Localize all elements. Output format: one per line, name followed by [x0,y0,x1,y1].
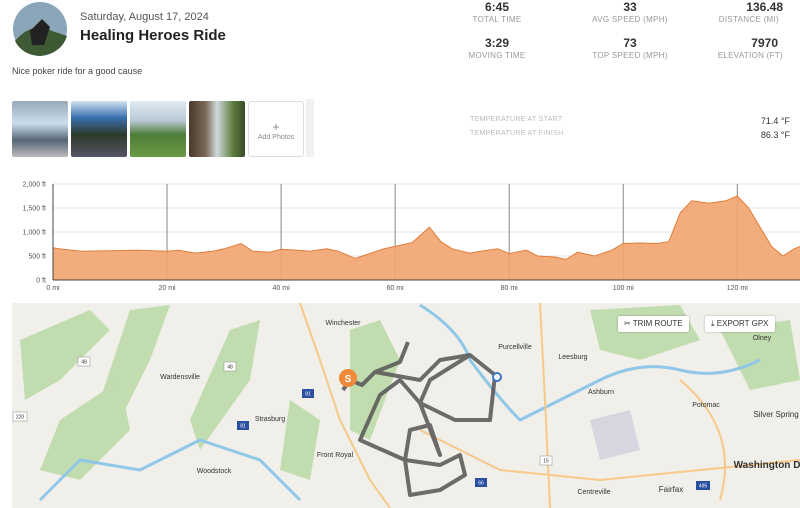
photo-thumb[interactable] [71,101,127,157]
x-tick-label: 0 mi [46,285,60,292]
map-label: Ashburn [588,389,614,396]
add-icon: + [272,120,280,134]
y-tick-label: 500 ft [28,254,46,261]
export-gpx-button[interactable]: ⤓ EXPORT GPX [705,316,775,332]
stat-label: AVG SPEED (MPH) [592,15,668,24]
ride-title: Healing Heroes Ride [80,27,226,44]
stat-value: 73 [623,36,637,50]
road-shield: 48 [81,360,87,366]
y-tick-label: 1,500 ft [23,206,46,213]
add-label: Add Photos [257,134,295,141]
road-shield: 81 [305,392,311,398]
map-label: Centreville [577,489,610,496]
map-label: Silver Spring [753,410,798,419]
stat-label: TOTAL TIME [472,15,522,24]
y-tick-label: 0 ft [36,278,46,285]
map-label: Olney [753,335,772,342]
temp-value: 71.4 °F [760,116,790,126]
photo-thumb[interactable] [130,101,186,157]
stat-value: 33 [623,0,637,14]
elevation-chart: 0 ft 500 ft 1,000 ft 1,500 ft 2,000 ft 0 mi 20… [23,182,800,292]
map-label: Strasburg [255,416,285,423]
trim-route-button[interactable]: ✂ TRIM ROUTE [618,316,689,332]
elevation-line [52,195,800,260]
photo-thumb[interactable] [189,101,245,157]
scrollbar[interactable] [306,99,314,157]
map-label: Washington D [734,460,800,471]
button-label: EXPORT GPX [716,319,769,328]
route-map[interactable]: S Winchester Purcellville Leesburg Warde… [12,303,800,508]
map-label: Leesburg [558,354,587,361]
button-label: TRIM ROUTE [632,319,683,328]
x-tick-label: 60 mi [387,285,405,292]
stat-value: 7970 [751,36,778,50]
ride-date: Saturday, August 17, 2024 [80,11,209,23]
x-tick-label: 40 mi [273,285,291,292]
elevation-area [53,196,800,280]
x-tick-label: 120 mi [727,285,748,292]
stat-label: TOP SPEED (MPH) [592,51,668,60]
photo-thumb[interactable] [12,101,68,157]
y-tick-label: 2,000 ft [23,182,46,189]
map-label: Woodstock [197,468,232,475]
map-label: Front Royal [317,452,354,459]
start-marker: S [345,374,352,385]
ride-description: Nice poker ride for a good cause [12,66,143,76]
map-label: Wardensville [160,374,200,381]
x-tick-label: 20 mi [158,285,176,292]
map-label: Winchester [325,320,361,327]
map-label: Purcellville [498,344,532,351]
road-shield: 66 [478,481,484,487]
road-shield: 81 [240,424,246,430]
x-tick-label: 80 mi [501,285,519,292]
stat-label: DISTANCE (MI) [718,15,779,24]
stat-label: MOVING TIME [468,51,526,60]
road-shield: 495 [699,484,708,490]
road-shield: 220 [16,415,25,421]
map-label: Potomac [692,402,720,409]
stat-value: 3:29 [484,36,510,50]
avatar [13,2,67,56]
map-label: Fairfax [659,485,683,494]
stat-value: 136.48 [746,0,783,14]
y-tick-label: 1,000 ft [23,230,46,237]
add-photos-button[interactable]: + Add Photos [248,101,304,157]
stat-value: 6:45 [484,0,510,14]
x-tick-label: 100 mi [613,285,634,292]
road-shield: 48 [227,365,233,371]
road-shield: 15 [543,459,549,465]
stat-label: ELEVATION (FT) [717,51,783,60]
temp-label: TEMPERATURE AT START [470,116,563,123]
temp-value: 86.3 °F [760,130,790,140]
temp-label: TEMPERATURE AT FINISH [470,130,564,137]
